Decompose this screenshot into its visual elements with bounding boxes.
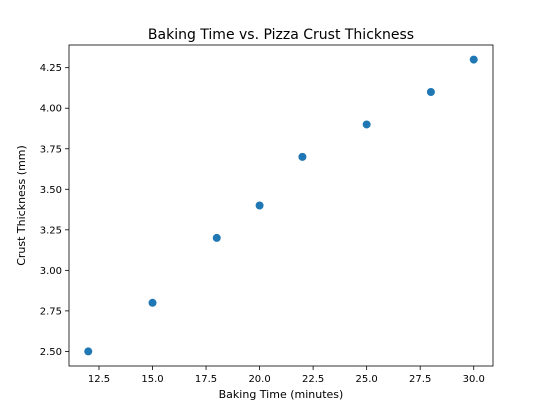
data-point bbox=[362, 120, 371, 129]
data-point bbox=[469, 55, 478, 64]
y-tick-label: 3.00 bbox=[40, 266, 62, 277]
y-axis-label: Crust Thickness (mm) bbox=[15, 145, 28, 266]
x-tick-label: 25.0 bbox=[356, 374, 378, 385]
y-tick-label: 2.50 bbox=[40, 347, 62, 358]
x-axis: 12.5 15.0 17.5 20.0 22.5 25.0 27.5 30.0 bbox=[88, 366, 485, 385]
x-tick-label: 17.5 bbox=[195, 374, 217, 385]
y-axis: 2.50 2.75 3.00 3.25 3.50 3.75 4.00 4.25 bbox=[40, 63, 69, 358]
data-point bbox=[298, 152, 307, 161]
x-tick-label: 30.0 bbox=[463, 374, 485, 385]
y-tick-label: 3.50 bbox=[40, 185, 62, 196]
x-axis-label: Baking Time (minutes) bbox=[219, 388, 344, 401]
data-point bbox=[84, 347, 93, 356]
data-point bbox=[148, 298, 157, 307]
data-point bbox=[426, 88, 435, 97]
data-point bbox=[212, 233, 221, 242]
y-tick-label: 4.00 bbox=[40, 104, 62, 115]
y-tick-label: 3.75 bbox=[40, 144, 62, 155]
y-tick-label: 3.25 bbox=[40, 225, 62, 236]
plot-frame bbox=[68, 44, 494, 367]
x-tick-label: 15.0 bbox=[141, 374, 163, 385]
plot-area bbox=[84, 55, 478, 356]
y-tick-label: 4.25 bbox=[40, 63, 62, 74]
x-tick-label: 20.0 bbox=[248, 374, 270, 385]
data-point bbox=[255, 201, 264, 210]
y-tick-label: 2.75 bbox=[40, 306, 62, 317]
x-tick-label: 22.5 bbox=[302, 374, 324, 385]
chart-title: Baking Time vs. Pizza Crust Thickness bbox=[148, 27, 414, 43]
x-tick-label: 12.5 bbox=[88, 374, 110, 385]
x-tick-label: 27.5 bbox=[409, 374, 431, 385]
